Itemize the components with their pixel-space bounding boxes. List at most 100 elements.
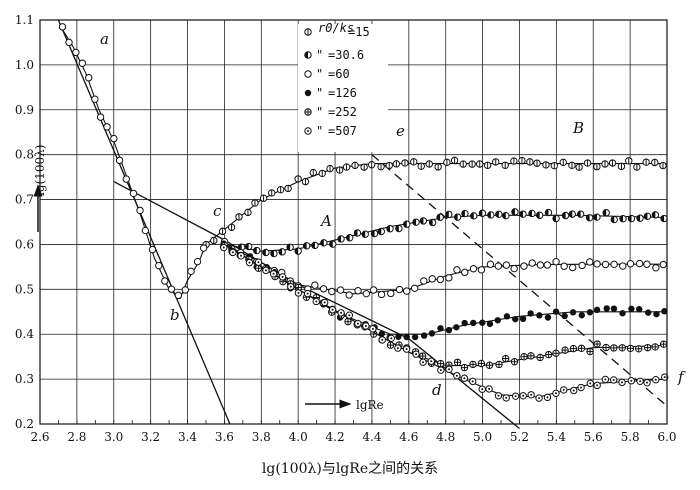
data-point	[193, 257, 202, 266]
data-point	[578, 312, 585, 319]
data-point-dot	[497, 394, 500, 397]
data-point-dot	[430, 360, 433, 363]
data-point	[593, 306, 601, 314]
legend-item: " =252	[304, 105, 357, 119]
data-point-dot	[364, 324, 367, 327]
data-point-dot	[231, 251, 234, 254]
y-tick-label: 0.6	[15, 237, 34, 251]
data-point-half	[429, 219, 433, 226]
x-tick-label: 5.6	[584, 430, 603, 444]
data-point-half	[511, 208, 515, 216]
series-line	[61, 28, 207, 300]
data-point	[619, 310, 626, 317]
data-point-half	[487, 211, 491, 219]
data-point	[410, 284, 419, 292]
data-point-dot	[390, 337, 393, 340]
x-tick-label: 4.8	[436, 430, 455, 444]
data-point	[395, 285, 404, 294]
data-point	[486, 320, 494, 328]
data-point-dot	[604, 378, 607, 381]
data-point	[319, 285, 328, 293]
data-point-dot	[272, 272, 275, 275]
annotation-A: A	[319, 212, 332, 230]
x-tick-label: 5.4	[547, 430, 566, 444]
data-point	[328, 287, 336, 296]
x-tick-label: 3.8	[252, 430, 271, 444]
data-point	[510, 264, 518, 273]
data-point-dot	[654, 378, 657, 381]
data-point	[115, 156, 124, 165]
data-point-dot	[297, 291, 300, 294]
legend-item: " =507	[304, 124, 357, 138]
legend-marker-half	[304, 51, 308, 59]
data-point-half	[660, 215, 665, 222]
data-point-half	[337, 235, 342, 243]
y-tick-label: 1.0	[15, 58, 34, 72]
data-point-dot	[323, 301, 326, 304]
data-point-half	[519, 210, 523, 218]
y-tick-label: 0.8	[15, 148, 34, 162]
data-point-dot	[522, 394, 525, 397]
legend-ditto: "	[316, 48, 323, 62]
data-point-dot	[481, 388, 484, 391]
data-point	[561, 312, 568, 320]
data-point-half	[470, 212, 474, 220]
legend-ditto: "	[316, 67, 323, 81]
data-point	[411, 333, 419, 341]
x-tick-label: 6.0	[657, 430, 676, 444]
data-point-dot	[315, 300, 318, 303]
data-point-half	[294, 247, 299, 255]
data-point-half	[454, 213, 458, 221]
data-point	[72, 48, 80, 57]
data-point-dot	[340, 311, 343, 314]
data-point-half	[461, 210, 465, 217]
data-point-half	[320, 239, 324, 247]
data-point-dot	[572, 389, 575, 392]
data-point-half	[502, 212, 506, 219]
series-line	[205, 163, 667, 245]
series-4	[220, 240, 668, 341]
data-point-dot	[562, 388, 565, 391]
data-point	[461, 319, 468, 327]
legend-item: =15	[304, 25, 370, 39]
data-point-half	[562, 212, 566, 219]
data-point	[445, 326, 453, 334]
data-point	[470, 319, 477, 327]
data-point-half	[354, 229, 358, 237]
data-point	[494, 317, 501, 324]
data-point-dot	[448, 368, 451, 371]
y-tick-label: 0.3	[15, 372, 34, 386]
data-point-half	[628, 215, 632, 222]
data-point	[155, 261, 163, 270]
legend-item: " =126	[304, 86, 357, 100]
x-tick-label: 5.8	[621, 430, 640, 444]
data-point-half	[346, 234, 350, 241]
series-1	[202, 156, 667, 249]
data-point-dot	[554, 392, 557, 395]
data-point	[362, 289, 371, 298]
y-tick-label: 0.4	[15, 327, 34, 341]
data-point-dot	[639, 380, 642, 383]
data-point-half	[403, 221, 407, 228]
data-point	[628, 305, 635, 313]
data-point	[626, 259, 635, 268]
data-point	[502, 261, 511, 269]
data-point	[174, 291, 183, 300]
data-point-half	[303, 242, 307, 249]
data-point	[486, 260, 495, 268]
data-point-half	[270, 250, 274, 257]
data-point	[586, 258, 594, 266]
data-point-half	[479, 210, 483, 217]
data-point-dot	[439, 369, 442, 372]
data-point	[661, 308, 668, 315]
data-point	[653, 310, 660, 318]
legend-ditto: "	[316, 86, 323, 100]
data-point-half	[412, 218, 417, 226]
data-point-half	[586, 214, 590, 221]
data-point-half	[552, 215, 557, 222]
data-point	[311, 281, 319, 289]
data-point	[659, 260, 668, 269]
x-tick-label: 3.2	[141, 430, 160, 444]
data-point	[336, 286, 345, 294]
